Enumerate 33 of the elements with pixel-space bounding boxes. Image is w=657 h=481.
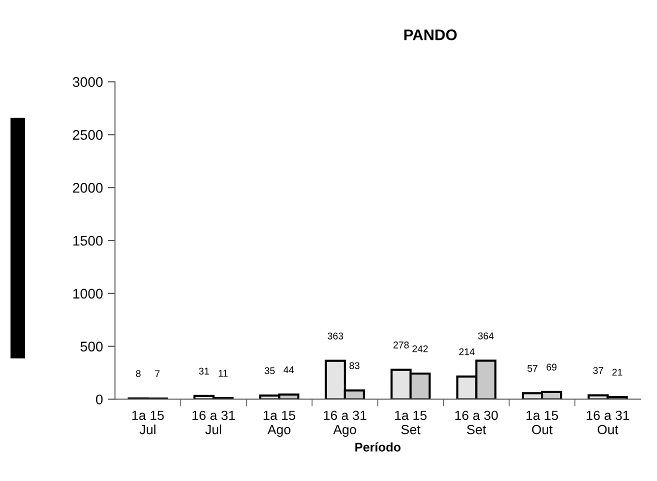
x-tick-label: 1a 15 Jul [132, 410, 164, 434]
y-tick-label: 2000 [72, 182, 103, 193]
data-label: 35 [264, 367, 275, 374]
x-tick-label: 16 a 30 Set [455, 410, 498, 434]
x-tick-label: 1a 15 Out [526, 410, 558, 434]
y-tick-label: 3000 [72, 77, 103, 87]
data-label: 21 [612, 368, 622, 376]
data-label: 44 [284, 366, 294, 374]
x-tick-label: 16 a 31 Ago [324, 410, 366, 437]
data-label: 8 [136, 370, 141, 378]
x-tick-label: 1a 15 Set [395, 410, 427, 434]
x-tick-label: 16 a 31 Out [586, 410, 630, 434]
data-label: 364 [478, 332, 494, 340]
data-label: 57 [527, 365, 538, 372]
data-label: 11 [218, 370, 228, 377]
y-tick-label: 1000 [73, 288, 103, 299]
y-tick-label: 500 [80, 342, 103, 352]
chart-title: PANDO [404, 29, 457, 40]
x-tick-label: 16 a 31 Jul [192, 410, 235, 434]
data-label: 363 [328, 332, 344, 340]
data-label: 242 [412, 345, 428, 352]
y-tick-label: 1500 [73, 236, 103, 246]
data-label: 7 [155, 370, 160, 378]
data-label: 83 [349, 362, 360, 370]
y-tick-label: 0 [96, 394, 103, 404]
data-label: 69 [546, 364, 556, 371]
data-label: 37 [593, 367, 604, 374]
data-label: 278 [393, 342, 409, 348]
x-axis-title: Período [355, 442, 401, 452]
x-tick-label: 1a 15 Ago [264, 410, 296, 437]
y-tick-label: 2500 [72, 130, 103, 140]
data-label: 214 [459, 348, 475, 356]
data-label: 31 [198, 368, 209, 375]
